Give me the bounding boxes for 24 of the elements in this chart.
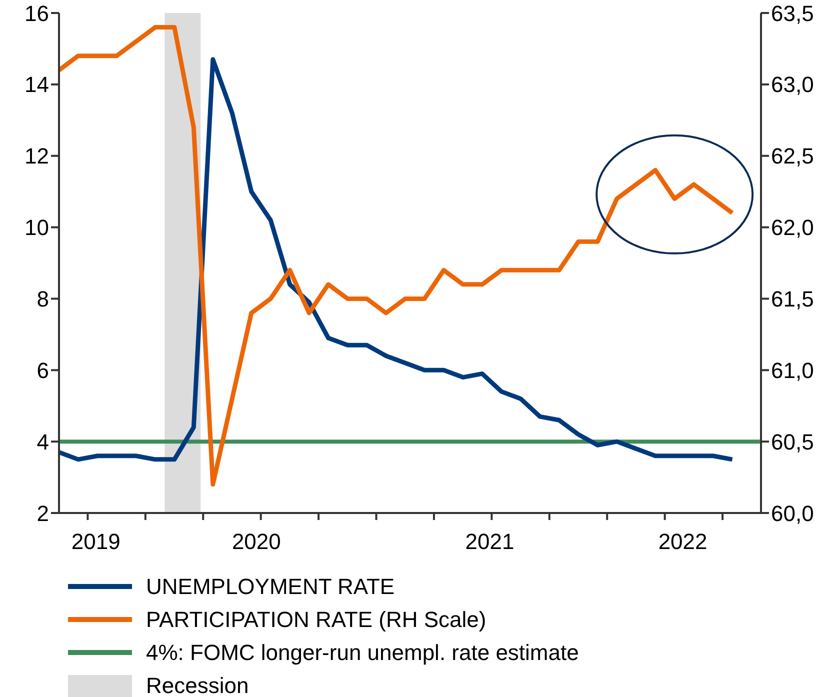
y2-tick-label: 63,5	[771, 0, 814, 26]
y-tick-label: 14	[24, 72, 49, 98]
y-tick-label: 4	[36, 429, 49, 454]
y2-tick-label: 62,5	[771, 144, 814, 169]
legend-label: UNEMPLOYMENT RATE	[146, 574, 395, 600]
y2-tick-label: 61,5	[771, 286, 814, 312]
legend-label: 4%: FOMC longer-run unempl. rate estimate	[146, 640, 579, 666]
y-tick-label: 2	[36, 500, 49, 526]
y2-tick-label: 60,5	[771, 429, 814, 454]
x-tick-label: 2019	[71, 529, 120, 554]
y-tick-label: 10	[24, 215, 49, 240]
y2-tick-label: 61,0	[771, 358, 814, 383]
y-tick-label: 6	[36, 358, 49, 383]
x-tick-label: 2020	[232, 529, 281, 554]
y2-tick-label: 60,0	[771, 500, 814, 526]
x-tick-label: 2021	[465, 529, 514, 554]
legend-label: PARTICIPATION RATE (RH Scale)	[146, 606, 486, 632]
x-tick-label: 2022	[658, 529, 708, 554]
y-tick-label: 8	[36, 286, 49, 312]
y2-tick-label: 62,0	[771, 215, 814, 240]
y-tick-label: 16	[24, 0, 49, 26]
y2-tick-label: 63,0	[771, 72, 814, 98]
y-tick-label: 12	[24, 144, 49, 169]
legend-label: Recession	[146, 672, 249, 697]
